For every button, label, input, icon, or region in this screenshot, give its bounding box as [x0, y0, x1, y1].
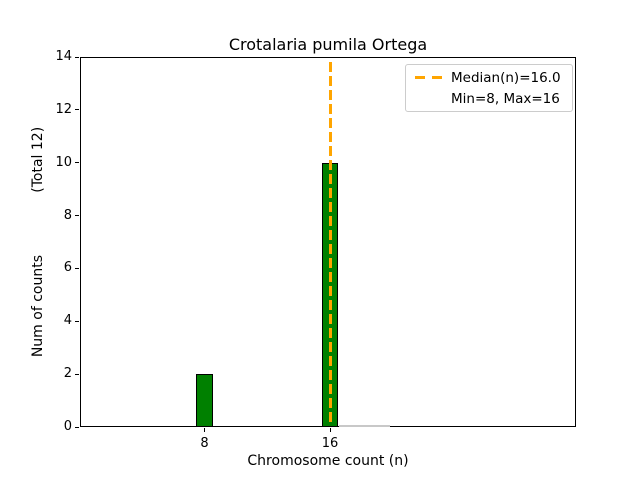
y-tick-label: 8 — [63, 207, 72, 223]
y-tick-mark — [75, 426, 79, 428]
y-tick-label: 12 — [55, 101, 72, 117]
y-tick-mark — [75, 56, 79, 58]
y-tick-label: 2 — [63, 366, 72, 382]
legend-minmax-label: Min=8, Max=16 — [451, 90, 560, 107]
x-tick-label: 16 — [321, 436, 339, 451]
y-tick-label: 10 — [55, 154, 72, 170]
median-dash-sample-icon — [415, 76, 442, 79]
zero-baseline-segment — [339, 425, 390, 427]
legend-median-label: Median(n)=16.0 — [451, 69, 561, 86]
y-tick-label: 4 — [63, 313, 72, 329]
y-tick-mark — [75, 109, 79, 111]
chart-title: Crotalaria pumila Ortega — [228, 35, 428, 54]
x-tick-mark — [204, 428, 206, 432]
y-tick-mark — [75, 320, 79, 322]
legend: Median(n)=16.0 Min=8, Max=16 — [405, 64, 573, 112]
legend-empty-sample — [415, 97, 442, 100]
y-tick-label: 6 — [63, 260, 72, 276]
x-tick-label: 8 — [200, 436, 209, 451]
y-tick-mark — [75, 267, 79, 269]
legend-row-median: Median(n)=16.0 — [406, 67, 572, 88]
x-tick-mark — [329, 428, 331, 432]
y-tick-mark — [75, 215, 79, 217]
x-axis-label: Chromosome count (n) — [247, 453, 409, 469]
legend-row-minmax: Min=8, Max=16 — [406, 88, 572, 109]
y-tick-mark — [75, 373, 79, 375]
median-dashed-line — [328, 58, 332, 426]
y-tick-mark — [75, 162, 79, 164]
y-tick-label: 14 — [55, 49, 72, 64]
histogram-bar — [196, 374, 213, 427]
y-tick-label: 0 — [63, 419, 72, 434]
